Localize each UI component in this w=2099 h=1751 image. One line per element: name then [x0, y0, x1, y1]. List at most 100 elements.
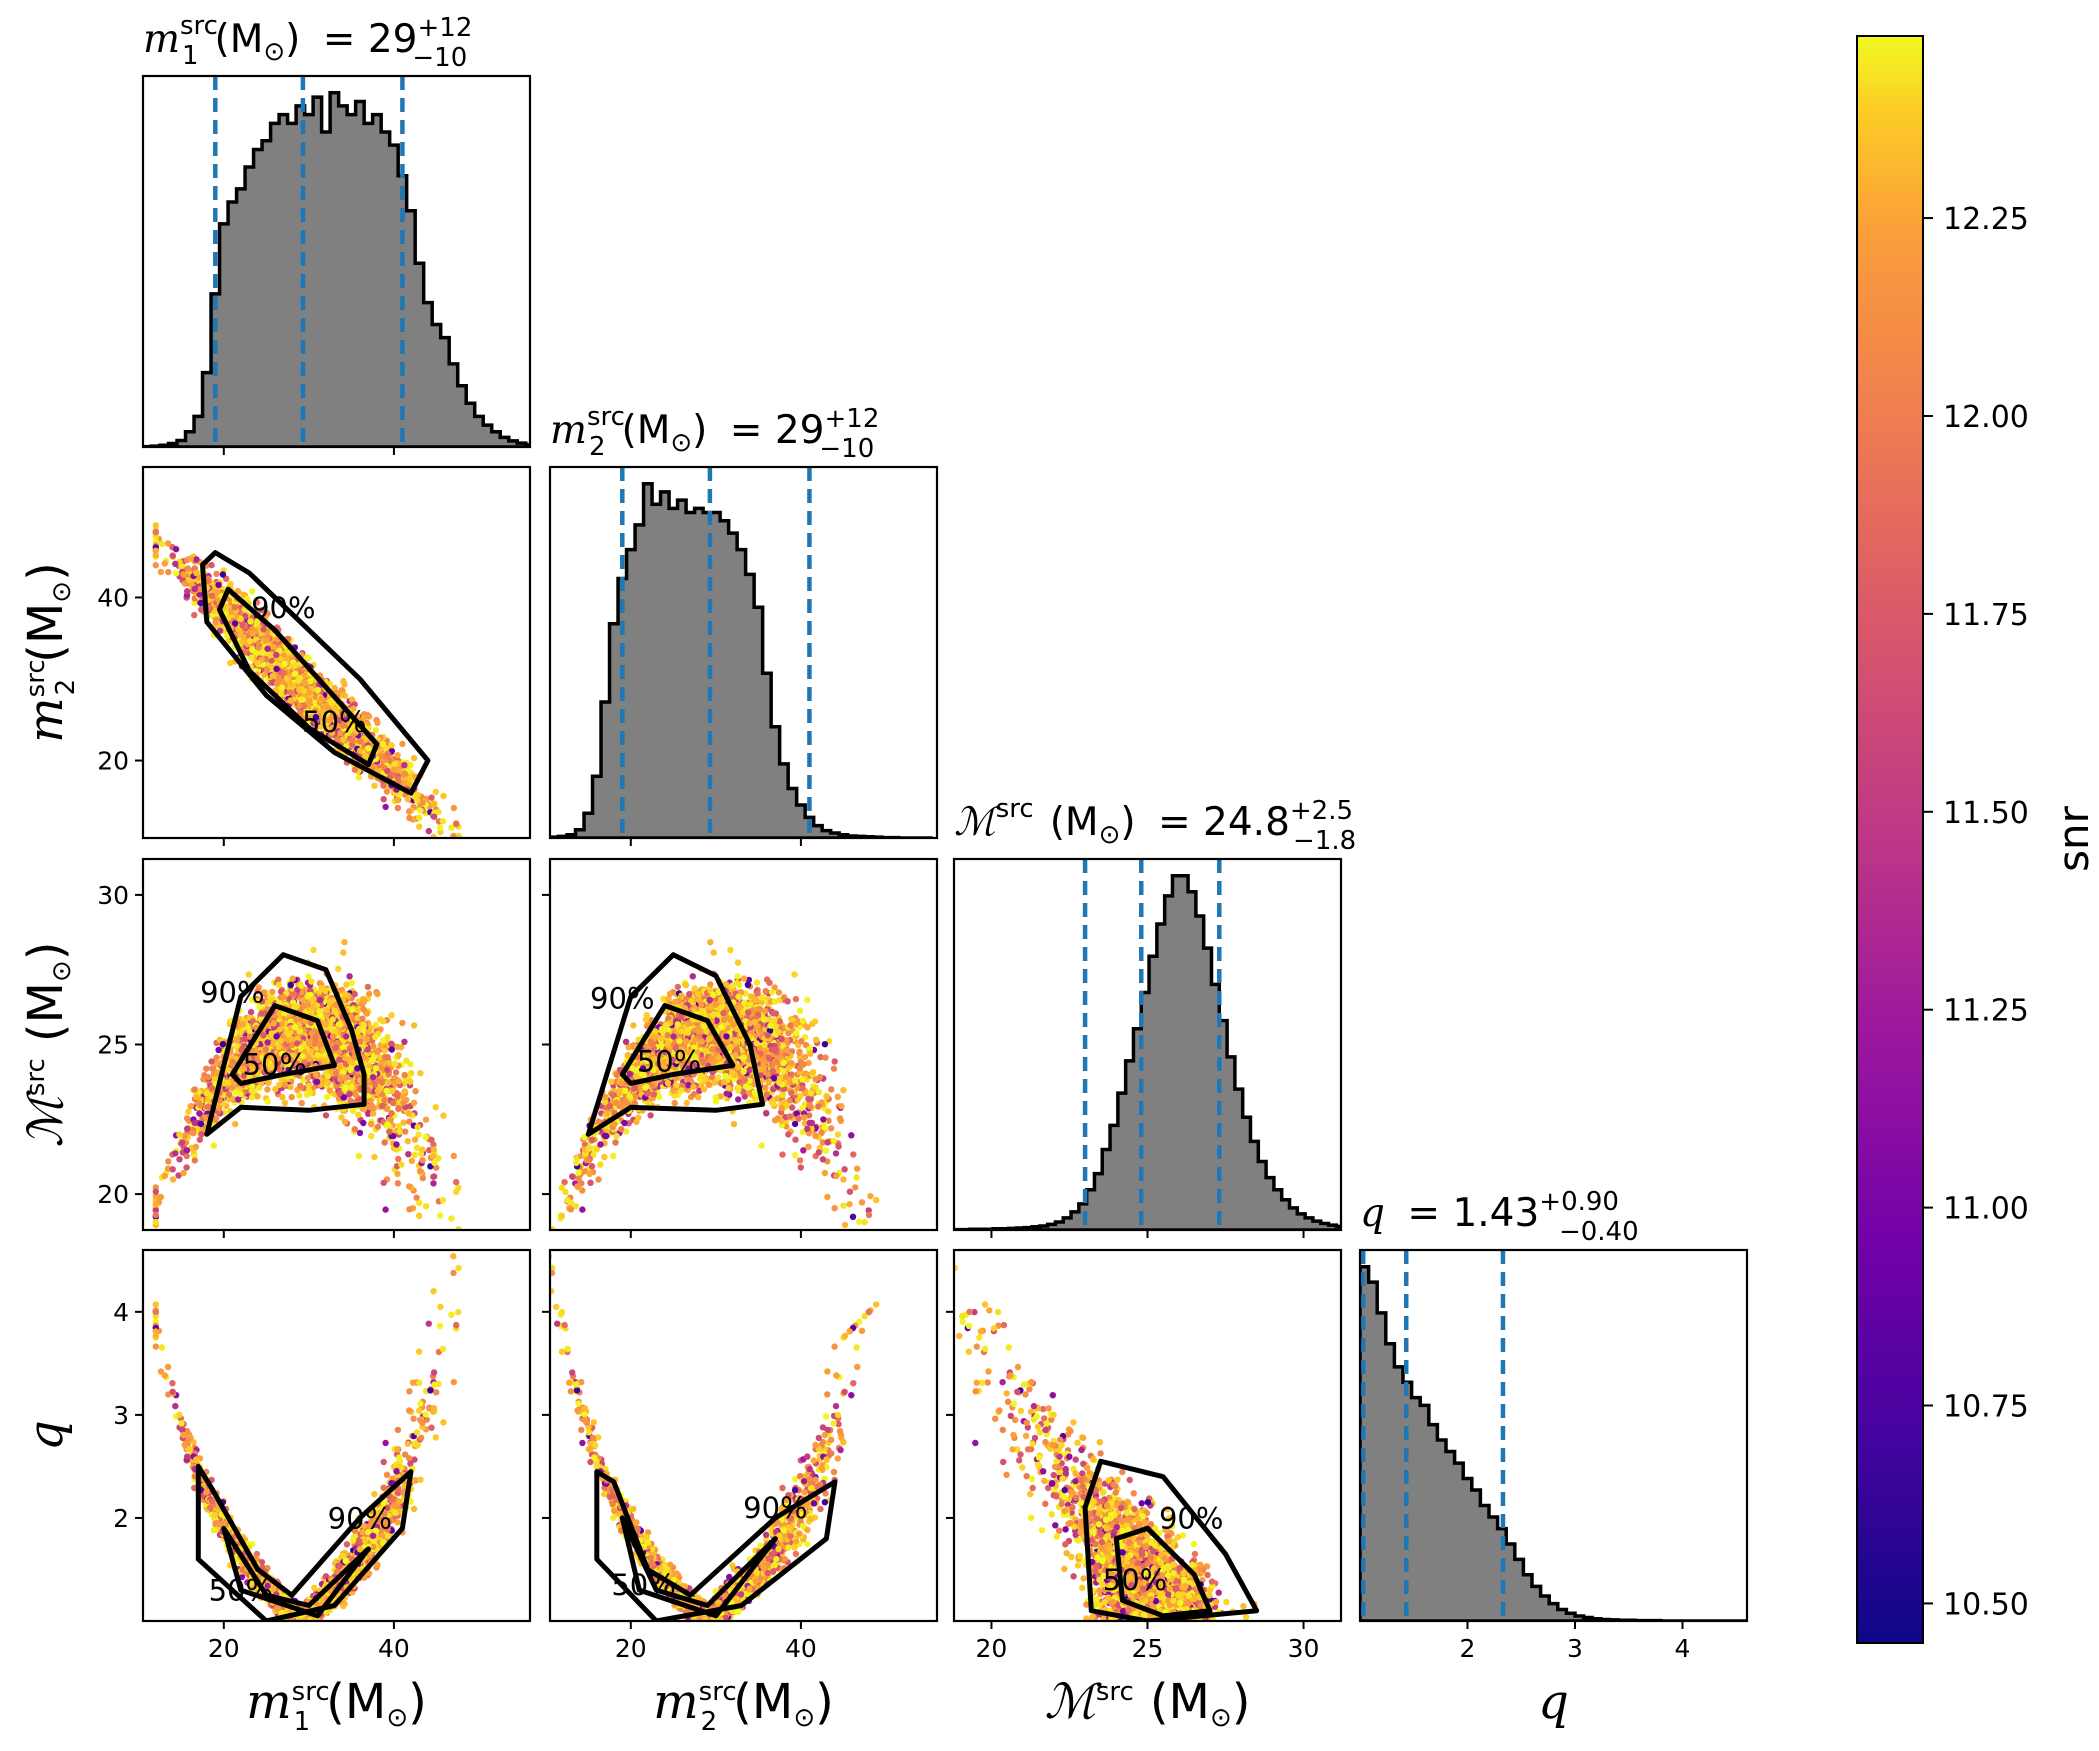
sample-point: [193, 569, 200, 577]
sample-point: [365, 745, 372, 752]
sample-point: [210, 1142, 217, 1149]
sample-point: [268, 651, 275, 659]
sample-point: [277, 690, 285, 697]
sample-point: [380, 796, 387, 803]
sample-point: [326, 716, 333, 723]
sample-point: [400, 771, 407, 778]
sample-point: [382, 803, 389, 811]
sample-point: [394, 804, 402, 812]
sample-point: [412, 1088, 419, 1095]
sample-point: [205, 577, 212, 584]
sample-point: [312, 713, 320, 721]
sample-point: [193, 556, 200, 563]
sample-point: [408, 1157, 416, 1165]
sample-point: [253, 619, 261, 626]
sample-point: [263, 637, 270, 644]
sample-point: [296, 702, 303, 710]
sample-point: [235, 1096, 242, 1103]
sample-point: [269, 988, 276, 996]
sample-point: [287, 689, 294, 696]
sample-point: [450, 804, 457, 812]
sample-point: [351, 766, 358, 773]
sample-point: [161, 560, 168, 567]
sample-point: [191, 585, 198, 593]
sample-point: [465, 859, 471, 865]
sample-point: [350, 705, 357, 712]
sample-point: [207, 605, 214, 612]
sample-point: [429, 1273, 435, 1279]
sample-point: [455, 832, 462, 838]
sample-point: [449, 844, 455, 850]
sample-point: [429, 847, 435, 853]
sample-point: [399, 740, 406, 748]
sample-point: [422, 1116, 430, 1123]
sample-point: [152, 529, 159, 536]
sample-point: [264, 1086, 271, 1093]
sample-point: [419, 1174, 426, 1182]
sample-point: [329, 724, 336, 732]
sample-point: [277, 656, 284, 663]
sample-point: [301, 702, 308, 710]
contour-label-90: 90%: [251, 591, 315, 625]
sample-point: [356, 1129, 364, 1137]
sample-point: [234, 587, 242, 595]
sample-point: [249, 630, 256, 637]
sample-point: [342, 716, 350, 723]
sample-point: [253, 599, 261, 606]
sample-point: [374, 719, 381, 727]
sample-point: [391, 760, 399, 768]
sample-point: [255, 640, 262, 647]
sample-point: [312, 707, 319, 714]
sample-point: [433, 1164, 440, 1171]
sample-point: [254, 660, 262, 667]
sample-point: [280, 669, 288, 676]
sample-point: [380, 782, 387, 789]
sample-point: [425, 827, 432, 835]
sample-point: [402, 1128, 409, 1135]
sample-point: [512, 1410, 518, 1416]
sample-point: [249, 646, 256, 654]
histogram-m2: [550, 467, 933, 838]
sample-point: [304, 714, 312, 721]
sample-point: [322, 1112, 330, 1119]
sample-point: [208, 561, 215, 569]
sample-point: [191, 611, 198, 619]
sample-point: [380, 741, 387, 748]
sample-point: [364, 983, 372, 991]
sample-point: [430, 813, 438, 820]
histogram-bars-m1: [143, 90, 530, 447]
sample-point: [165, 568, 172, 576]
sample-point: [449, 1279, 455, 1285]
sample-point: [278, 684, 286, 691]
sample-point: [432, 1104, 439, 1111]
sample-point: [348, 979, 355, 987]
sample-point: [292, 661, 300, 669]
sample-point: [416, 823, 423, 830]
sample-point: [287, 697, 294, 704]
sample-point: [273, 651, 280, 659]
sample-point: [372, 1021, 380, 1029]
sample-point: [340, 677, 347, 685]
sample-point: [447, 860, 453, 866]
sample-point: [322, 726, 330, 734]
sample-point: [343, 981, 350, 988]
sample-point: [274, 680, 281, 687]
sample-point: [183, 1115, 191, 1122]
sample-point: [240, 633, 248, 640]
sample-point: [152, 522, 159, 529]
sample-point: [415, 1131, 422, 1138]
sample-point: [369, 1110, 377, 1117]
sample-point: [411, 1151, 418, 1159]
sample-point: [439, 818, 447, 825]
sample-point: [246, 637, 253, 644]
sample-point: [197, 599, 205, 607]
sample-point: [323, 1093, 331, 1101]
sample-point: [450, 1152, 457, 1160]
sample-point: [372, 727, 380, 734]
sample-point: [331, 704, 339, 711]
sample-point: [356, 738, 364, 745]
sample-point: [422, 1203, 430, 1210]
sample-point: [506, 882, 512, 888]
sample-point: [264, 666, 271, 673]
